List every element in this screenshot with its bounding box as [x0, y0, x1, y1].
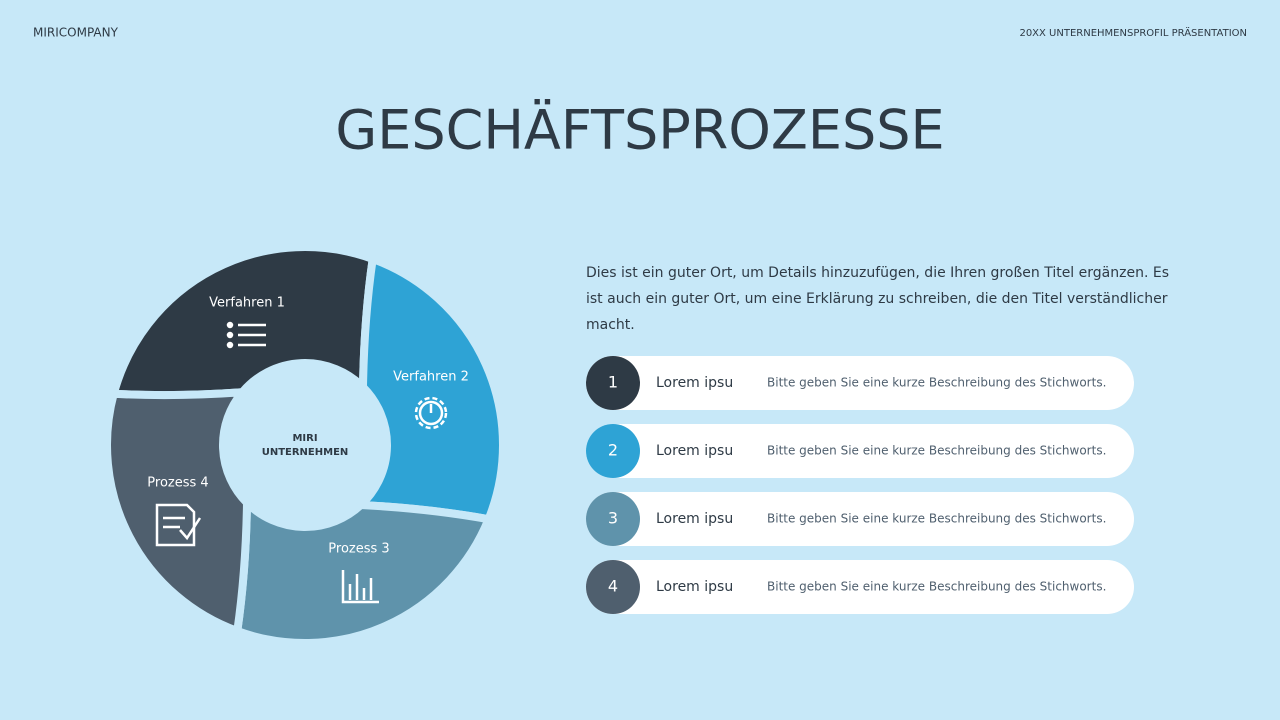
list-number: 2 — [608, 441, 618, 460]
segment-label: Prozess 4 — [147, 476, 208, 491]
center-circle — [227, 367, 383, 523]
list-text: Bitte geben Sie eine kurze Beschreibung … — [767, 512, 1106, 526]
company: MIRICOMPANY — [33, 26, 119, 40]
segment — [103, 388, 252, 636]
list-pill — [586, 424, 1134, 478]
title: GESCHÄFTSPROZESSE — [335, 99, 944, 162]
list-number: 1 — [608, 373, 618, 392]
subtitle: 20XX UNTERNEHMENSPROFIL PRÄSENTATION — [1019, 26, 1247, 39]
list-title: Lorem ipsu — [656, 443, 733, 459]
list-title: Lorem ipsu — [656, 375, 733, 391]
icons — [155, 321, 448, 604]
document-icon — [155, 503, 202, 547]
segment — [356, 254, 507, 524]
list-icon — [226, 321, 266, 349]
list-text: Bitte geben Sie eine kurze Beschreibung … — [767, 444, 1106, 458]
list-pill — [586, 492, 1134, 546]
center-label: MIRI — [292, 433, 317, 444]
list-badge — [586, 424, 640, 478]
list-text: Bitte geben Sie eine kurze Beschreibung … — [767, 376, 1106, 390]
list-number: 4 — [608, 577, 618, 596]
gear-icon — [414, 396, 448, 430]
list-pill — [586, 356, 1134, 410]
list-badge — [586, 356, 640, 410]
segment-label: Verfahren 1 — [209, 296, 285, 311]
segment — [233, 498, 493, 647]
list-badge — [586, 560, 640, 614]
list: 1 Lorem ipsu Bitte geben Sie eine kurze Be… — [586, 356, 1134, 614]
segment-label: Verfahren 2 — [393, 370, 469, 385]
list-number: 3 — [608, 509, 618, 528]
center-label: UNTERNEHMEN — [262, 447, 349, 458]
diagram: Verfahren 1 Verfahren 2 Prozess 3 Prozess 4… — [103, 243, 507, 647]
list-title: Lorem ipsu — [656, 511, 733, 527]
list-text: Bitte geben Sie eine kurze Beschreibung … — [767, 580, 1106, 594]
list-title: Lorem ipsu — [656, 579, 733, 595]
description: Dies ist ein guter Ort, um Details hinzu… — [586, 265, 1169, 333]
chart-icon — [341, 570, 379, 604]
list-badge — [586, 492, 640, 546]
list-pill — [586, 560, 1134, 614]
segment-label: Prozess 3 — [328, 542, 389, 557]
